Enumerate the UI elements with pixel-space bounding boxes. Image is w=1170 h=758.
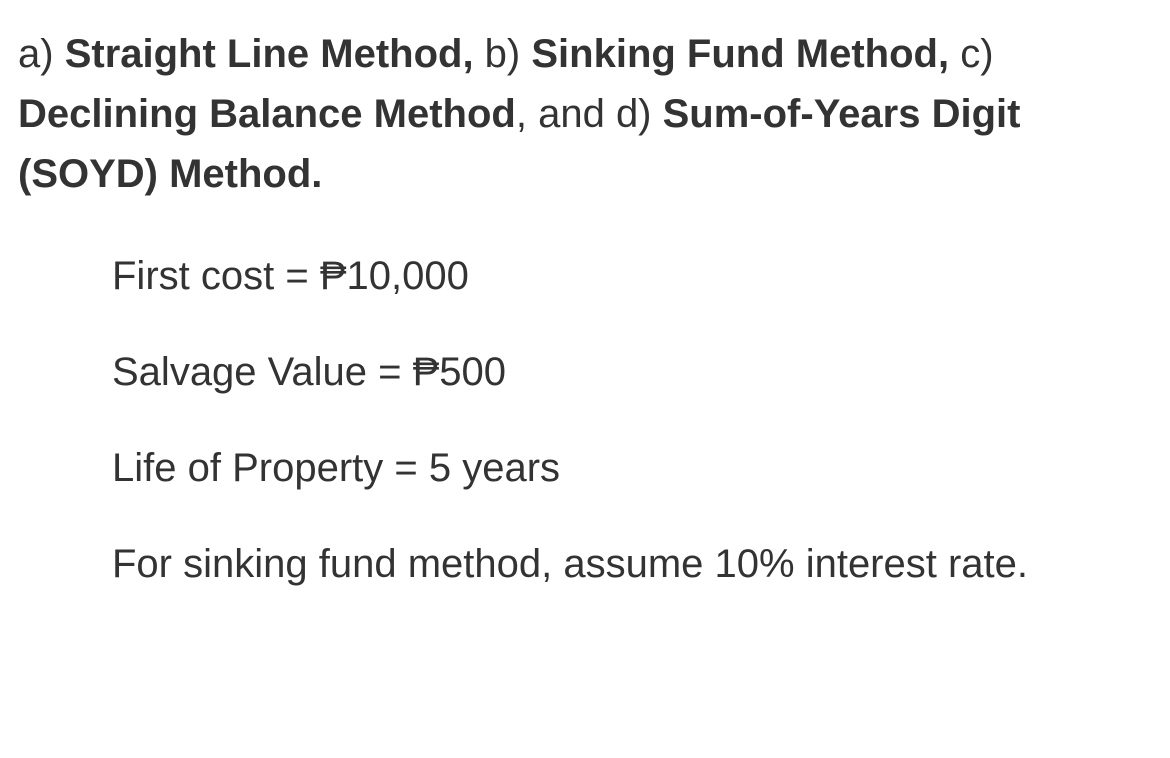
method-b: Sinking Fund Method, [531,32,949,76]
first-cost: First cost = ₱10,000 [112,246,1152,306]
method-a: Straight Line Method, [65,32,474,76]
label-a-prefix: a) [18,32,65,76]
method-c: Declining Balance Method [18,92,516,136]
given-data-block: First cost = ₱10,000 Salvage Value = ₱50… [18,246,1152,594]
label-b-prefix: b) [474,32,532,76]
label-c-prefix: c) [949,32,993,76]
salvage-value: Salvage Value = ₱500 [112,342,1152,402]
label-d-prefix: , and d) [516,92,663,136]
methods-list: a) Straight Line Method, b) Sinking Fund… [18,24,1152,204]
life-of-property: Life of Property = 5 years [112,438,1152,498]
sinking-fund-note: For sinking fund method, assume 10% inte… [112,534,1152,594]
